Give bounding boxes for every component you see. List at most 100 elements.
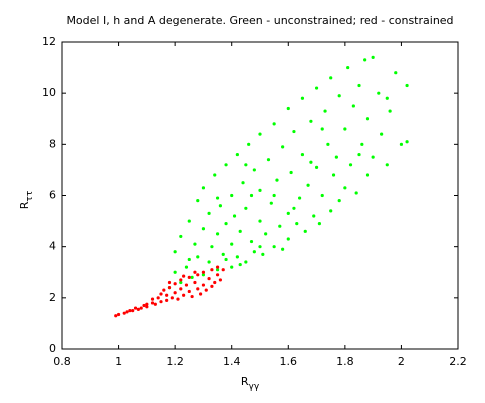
scatter-point: [201, 270, 206, 274]
scatter-point: [320, 193, 324, 198]
scatter-point: [116, 312, 121, 317]
scatter-point: [215, 232, 220, 236]
scatter-point: [159, 292, 163, 296]
scatter-point: [354, 191, 358, 195]
scatter-point: [173, 270, 177, 274]
scatter-point: [388, 109, 392, 113]
scatter-point: [292, 129, 296, 134]
scatter-point: [196, 199, 200, 203]
scatter-point: [170, 296, 174, 300]
x-tick-label: 1.2: [166, 355, 184, 368]
scatter-point: [385, 96, 389, 100]
y-tick-label: 8: [49, 137, 56, 150]
y-tick-label: 0: [49, 342, 56, 355]
y-tick-label: 4: [49, 240, 56, 253]
y-tick-label: 6: [49, 189, 56, 202]
scatter-point: [295, 222, 299, 226]
scatter-point: [215, 196, 220, 200]
y-label-main: R: [18, 201, 31, 209]
scatter-point: [363, 58, 367, 62]
scatter-point: [289, 170, 293, 175]
scatter-point: [215, 268, 220, 272]
scatter-point: [343, 127, 347, 131]
scatter-point: [145, 305, 149, 309]
scatter-point: [286, 106, 290, 111]
scatter-point: [346, 65, 350, 70]
scatter-point: [281, 145, 285, 149]
scatter-point: [218, 278, 222, 282]
scatter-point: [159, 300, 163, 304]
scatter-point: [125, 310, 129, 314]
scatter-point: [312, 214, 316, 218]
scatter-point: [371, 155, 375, 159]
scatter-point: [207, 260, 211, 264]
scatter-point: [235, 152, 239, 157]
scatter-point: [351, 104, 355, 108]
scatter-point: [179, 234, 183, 239]
scatter-point: [317, 222, 321, 226]
scatter-point: [196, 273, 200, 277]
x-tick-label: 1.8: [336, 355, 354, 368]
scatter-point: [320, 127, 324, 131]
scatter-point: [207, 211, 211, 216]
scatter-point: [405, 83, 409, 88]
scatter-point: [142, 303, 146, 308]
scatter-point: [193, 270, 197, 274]
scatter-point: [314, 165, 319, 169]
scatter-point: [224, 222, 228, 226]
x-tick-label: 1.4: [223, 355, 241, 368]
scatter-point: [153, 302, 157, 306]
scatter-point: [173, 250, 177, 254]
scatter-point: [213, 280, 217, 285]
scatter-point: [187, 289, 191, 294]
scatter-point: [281, 247, 285, 251]
scatter-point: [244, 260, 248, 264]
scatter-point: [334, 155, 338, 159]
scatter-point: [249, 239, 254, 244]
scatter-point: [360, 142, 364, 146]
scatter-point: [187, 275, 191, 279]
scatter-point: [238, 262, 242, 267]
scatter-point: [337, 199, 341, 203]
scatter-point: [306, 183, 310, 187]
scatter-point: [266, 158, 271, 162]
scatter-point: [150, 297, 155, 301]
scatter-point: [371, 55, 375, 59]
scatter-point: [286, 211, 290, 216]
scatter-point: [187, 219, 191, 223]
scatter-point: [139, 306, 143, 310]
scatter-point: [244, 206, 248, 210]
scatter-point: [272, 122, 276, 126]
scatter-point: [357, 83, 361, 88]
scatter-point: [179, 280, 183, 285]
scatter-point: [210, 284, 214, 288]
scatter-point: [238, 229, 242, 233]
scatter-point: [286, 237, 290, 241]
scatter-point: [314, 86, 319, 90]
scatter-point: [269, 201, 273, 205]
scatter-point: [235, 255, 239, 259]
scatter-point: [230, 193, 234, 198]
scatter-point: [184, 283, 189, 287]
scatter-point: [343, 186, 347, 190]
scatter-point: [173, 282, 177, 286]
scatter-point: [385, 163, 389, 167]
scatter-point: [365, 117, 370, 121]
scatter-point: [380, 132, 384, 136]
scatter-point: [122, 311, 126, 315]
scatter-point: [329, 76, 333, 80]
scatter-point: [272, 245, 276, 249]
scatter-point: [230, 265, 234, 269]
scatter-point: [244, 163, 248, 167]
scatter-point: [196, 255, 200, 259]
scatter-point: [258, 188, 262, 192]
scatter-point: [309, 160, 313, 164]
scatter-point: [199, 292, 203, 296]
x-tick-label: 2: [398, 355, 405, 368]
scatter-point: [218, 204, 222, 208]
scatter-point: [201, 273, 206, 277]
scatter-point: [261, 252, 265, 256]
scatter-point: [156, 296, 160, 300]
scatter-point: [193, 242, 197, 246]
scatter-point: [249, 193, 254, 198]
